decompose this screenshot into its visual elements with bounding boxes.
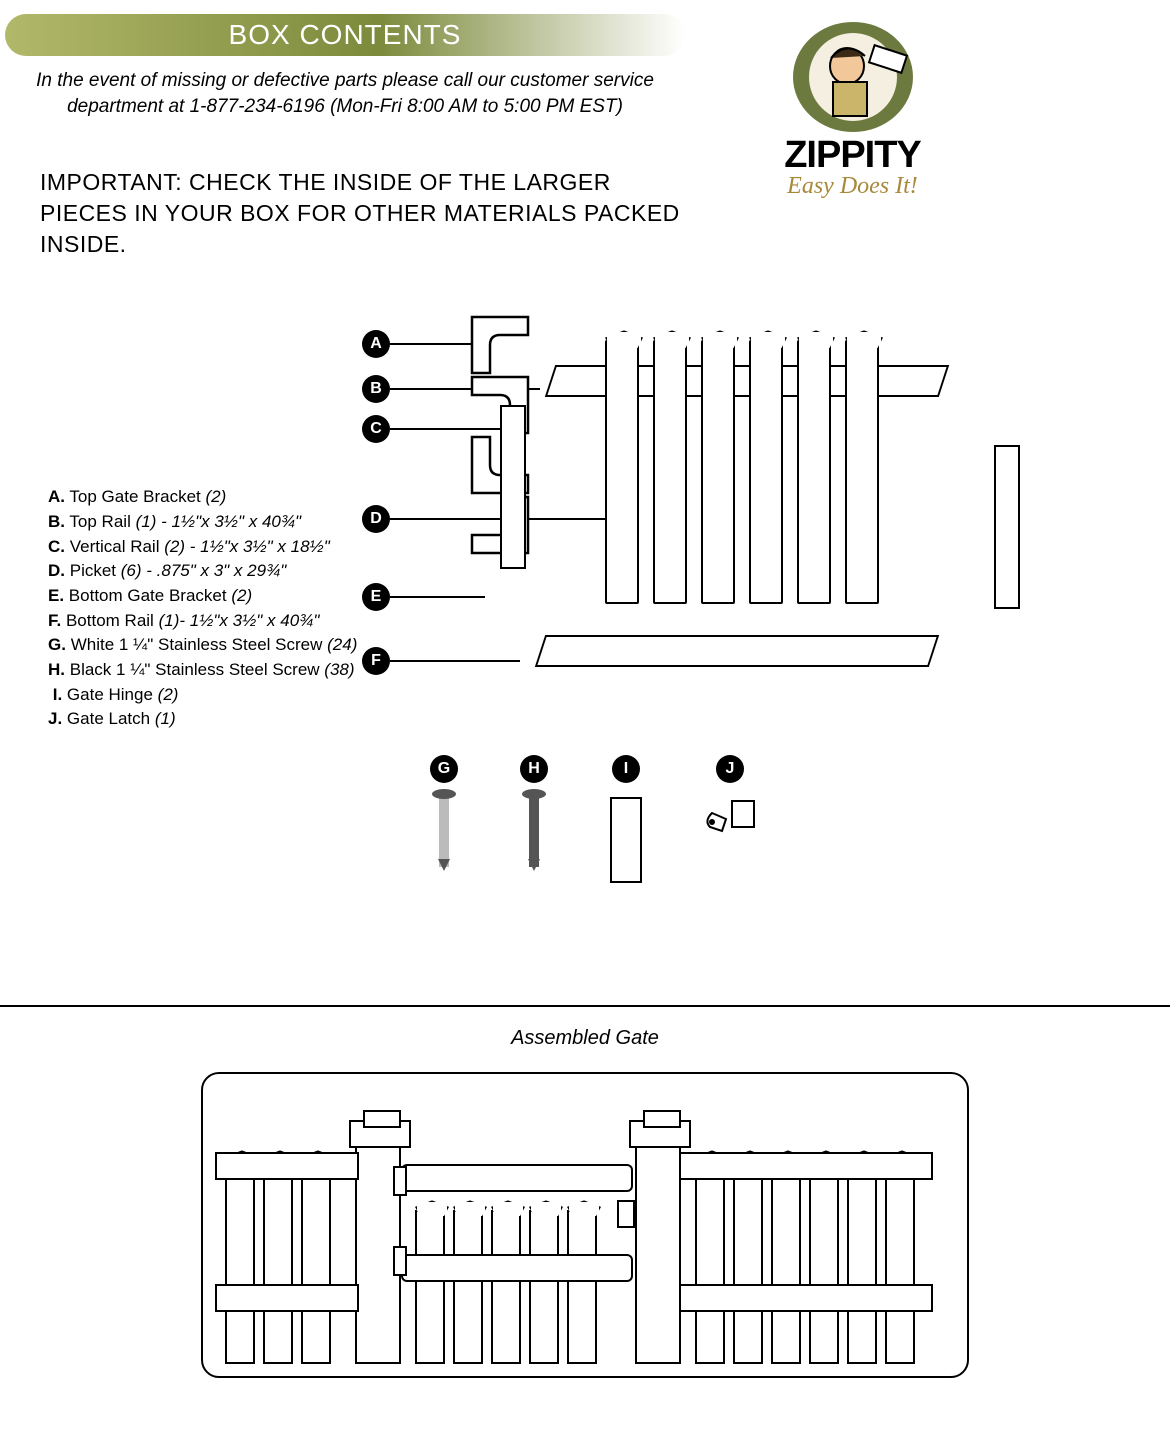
parts-diagram-area: A B C D E F A. Top Gate Bracket (2) B. T… xyxy=(0,315,1170,965)
white-screw-icon xyxy=(439,797,449,867)
part-picket xyxy=(797,340,831,604)
parts-list: A. Top Gate Bracket (2) B. Top Rail (1) … xyxy=(48,485,357,731)
part-row: D. Picket (6) - .875" x 3" x 29¾" xyxy=(48,559,357,584)
divider xyxy=(0,1005,1170,1007)
label-I: I xyxy=(612,755,640,783)
mascot-svg xyxy=(793,22,913,132)
fence-drawing xyxy=(215,1104,955,1364)
black-screw-icon xyxy=(529,797,539,867)
part-row: A. Top Gate Bracket (2) xyxy=(48,485,357,510)
part-top-bracket-left xyxy=(470,315,530,375)
callout-A: A xyxy=(362,330,480,358)
hinge-bottom-icon xyxy=(393,1246,407,1276)
part-picket xyxy=(605,340,639,604)
hinge-icon xyxy=(610,797,642,883)
label-B: B xyxy=(362,375,390,403)
exploded-view xyxy=(470,315,1030,745)
brand-logo: ZIPPITY Easy Does It! xyxy=(735,22,970,200)
part-row: I. Gate Hinge (2) xyxy=(48,683,357,708)
part-vertical-rail-right xyxy=(994,445,1020,609)
hw-H: H xyxy=(520,755,548,883)
part-row: E. Bottom Gate Bracket (2) xyxy=(48,584,357,609)
assembled-illustration xyxy=(201,1072,969,1378)
hw-J: J xyxy=(704,755,756,883)
label-D: D xyxy=(362,505,390,533)
part-picket xyxy=(653,340,687,604)
hinge-top-icon xyxy=(393,1166,407,1196)
part-picket xyxy=(845,340,879,604)
latch-icon xyxy=(704,797,756,841)
hw-I: I xyxy=(610,755,642,883)
label-F: F xyxy=(362,647,390,675)
label-G: G xyxy=(430,755,458,783)
callout-E: E xyxy=(362,583,485,611)
label-H: H xyxy=(520,755,548,783)
part-bottom-rail xyxy=(535,635,939,667)
part-row: J. Gate Latch (1) xyxy=(48,707,357,732)
important-note: IMPORTANT: CHECK THE INSIDE OF THE LARGE… xyxy=(40,167,680,260)
latch-mark-icon xyxy=(617,1200,635,1228)
part-row: F. Bottom Rail (1)- 1½"x 3½" x 40¾" xyxy=(48,609,357,634)
label-A: A xyxy=(362,330,390,358)
brand-tagline: Easy Does It! xyxy=(735,173,970,200)
label-C: C xyxy=(362,415,390,443)
brand-name: ZIPPITY xyxy=(735,134,970,177)
label-E: E xyxy=(362,583,390,611)
part-row: B. Top Rail (1) - 1½"x 3½" x 40¾" xyxy=(48,510,357,535)
part-row: C. Vertical Rail (2) - 1½"x 3½" x 18½" xyxy=(48,535,357,560)
part-picket xyxy=(749,340,783,604)
hardware-row: G H I J xyxy=(430,755,830,883)
section-banner: BOX CONTENTS xyxy=(5,14,685,56)
part-vertical-rail-left xyxy=(500,405,526,569)
hw-G: G xyxy=(430,755,458,883)
part-row: H. Black 1 ¼" Stainless Steel Screw (38) xyxy=(48,658,357,683)
label-J: J xyxy=(716,755,744,783)
part-picket xyxy=(701,340,735,604)
intro-text: In the event of missing or defective par… xyxy=(5,68,685,119)
assembled-title: Assembled Gate xyxy=(0,1027,1170,1050)
part-row: G. White 1 ¼" Stainless Steel Screw (24) xyxy=(48,633,357,658)
mascot-graphic xyxy=(793,22,913,132)
